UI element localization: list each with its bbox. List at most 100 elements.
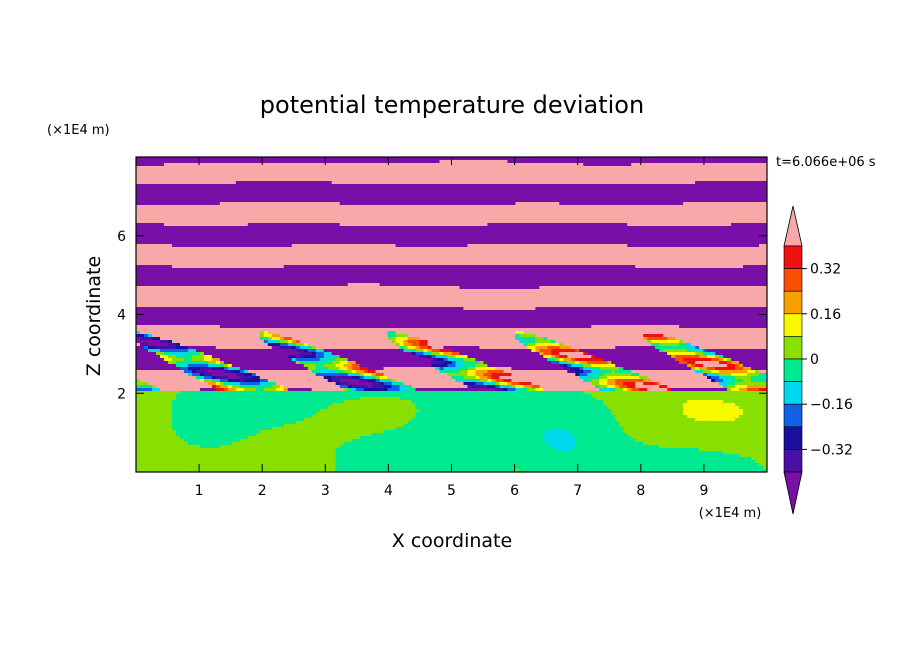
heatmap-cell [451,220,457,224]
heatmap-cell [167,211,173,215]
heatmap-cell [136,211,141,215]
heatmap-cell [707,163,712,167]
heatmap-cell [679,244,684,248]
heatmap-cell [395,166,401,170]
heatmap-cell [136,199,141,203]
heatmap-cell [311,250,317,254]
heatmap-cell [639,247,644,251]
heatmap-cell [287,211,293,215]
heatmap-cell [491,178,497,182]
heatmap-cell [143,196,149,200]
heatmap-cell [691,169,696,173]
heatmap-cell [683,172,688,176]
heatmap-cell [139,187,145,191]
heatmap-cell [635,226,640,230]
heatmap-cell [747,232,752,236]
heatmap-cell [359,196,365,200]
heatmap-cell [283,208,289,212]
heatmap-cell [691,193,696,197]
heatmap-cell [663,223,668,227]
heatmap-cell [151,211,157,215]
heatmap-cell [459,178,465,182]
heatmap-cell [259,178,265,182]
heatmap-cell [295,163,301,167]
heatmap-cell [159,190,165,194]
heatmap-cell [735,181,740,185]
heatmap-cell [587,172,592,176]
heatmap-cell [699,160,704,164]
heatmap-cell [707,217,712,221]
heatmap-cell [263,187,269,191]
heatmap-cell [267,178,273,182]
heatmap-cell [379,181,385,185]
heatmap-cell [743,247,748,251]
heatmap-cell [551,199,556,203]
heatmap-cell [455,166,461,170]
heatmap-cell [643,211,648,215]
heatmap-cell [511,172,516,176]
heatmap-cell [255,208,261,212]
heatmap-cell [607,211,612,215]
heatmap-cell [175,205,181,209]
heatmap-cell [559,202,564,206]
heatmap-cell [295,232,301,236]
heatmap-cell [319,181,325,185]
heatmap-cell [367,166,373,170]
heatmap-cell [375,175,381,179]
heatmap-cell [295,211,301,215]
heatmap-cell [283,223,289,227]
time-label: t=6.066e+06 s [776,155,876,170]
heatmap-cell [679,169,684,173]
heatmap-cell [547,202,552,206]
heatmap-cell [731,184,736,188]
heatmap-cell [283,247,289,251]
heatmap-cell [487,190,493,194]
heatmap-cell [571,214,576,218]
heatmap-cell [136,169,141,173]
heatmap-cell [339,250,345,254]
heatmap-cell [383,229,389,233]
heatmap-cell [535,157,540,161]
heatmap-cell [195,184,201,188]
heatmap-cell [183,178,189,182]
heatmap-cell [259,169,265,173]
heatmap-cell [567,241,572,245]
heatmap-cell [163,205,169,209]
heatmap-cell [151,160,157,164]
heatmap-cell [439,187,445,191]
heatmap-cell [751,190,756,194]
heatmap-cell [671,238,676,242]
heatmap-cell [635,235,640,239]
heatmap-cell [575,187,580,191]
heatmap-cell [623,247,628,251]
heatmap-cell [411,172,417,176]
heatmap-cell [299,226,305,230]
heatmap-cell [295,193,301,197]
heatmap-cell [211,235,217,239]
heatmap-cell [559,163,564,167]
heatmap-cell [215,175,221,179]
heatmap-cell [491,172,497,176]
heatmap-cell [543,205,548,209]
heatmap-cell [351,181,357,185]
heatmap-cell [239,214,245,218]
heatmap-cell [191,208,197,212]
heatmap-cell [467,235,473,239]
heatmap-cell [735,220,740,224]
heatmap-cell [207,247,213,251]
heatmap-cell [147,217,153,221]
heatmap-cell [235,220,241,224]
heatmap-cell [367,175,373,179]
heatmap-cell [367,229,373,233]
heatmap-cell [679,214,684,218]
heatmap-cell [427,184,433,188]
heatmap-cell [136,193,141,197]
heatmap-cell [159,217,165,221]
heatmap-cell [595,160,600,164]
heatmap-cell [495,220,501,224]
heatmap-cell [755,238,760,242]
heatmap-cell [655,199,660,203]
heatmap-cell [663,190,668,194]
heatmap-cell [683,214,688,218]
heatmap-cell [303,196,309,200]
